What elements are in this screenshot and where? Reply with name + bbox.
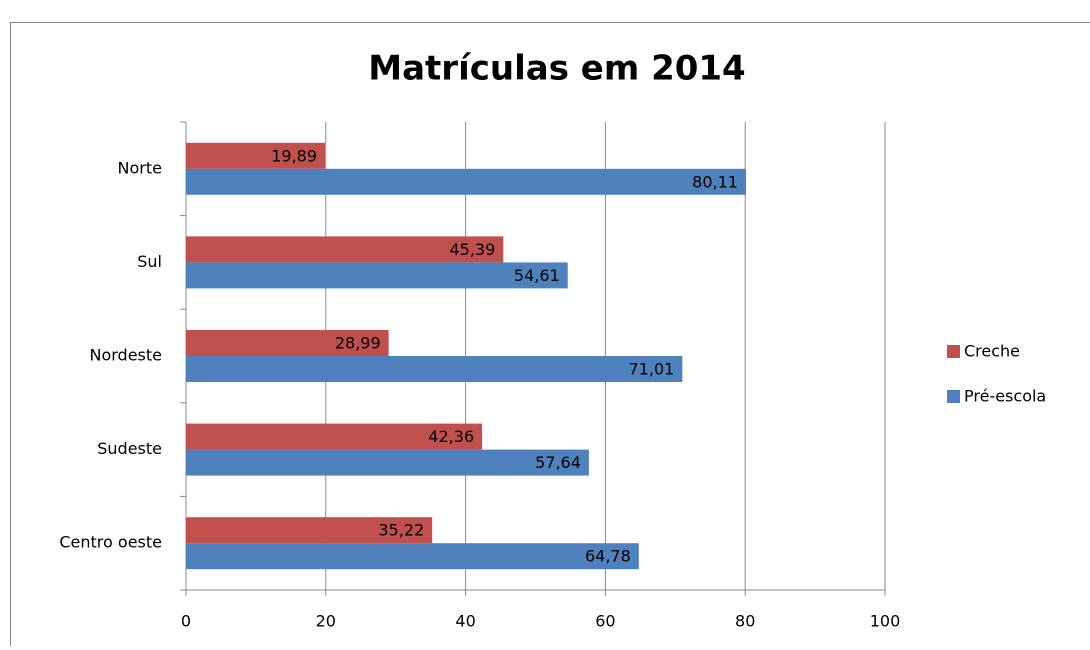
x-tick-label: 100 — [870, 612, 901, 631]
data-label: 42,36 — [428, 427, 474, 446]
data-label: 45,39 — [449, 240, 495, 259]
y-tick-label: Sul — [137, 252, 162, 271]
x-tick-label: 0 — [181, 612, 191, 631]
y-tick-label: Centro oeste — [59, 533, 162, 552]
y-tick-label: Norte — [118, 158, 162, 177]
data-label: 64,78 — [585, 547, 631, 566]
data-label: 19,89 — [271, 146, 317, 165]
x-tick-label: 60 — [595, 612, 615, 631]
legend-label: Pré-escola — [964, 387, 1046, 406]
bar — [186, 450, 589, 476]
y-tick-label: Sudeste — [97, 439, 162, 458]
data-label: 80,11 — [692, 172, 738, 191]
data-label: 54,61 — [514, 266, 560, 285]
chart-title: Matrículas em 2014 — [368, 49, 745, 89]
x-tick-label: 80 — [735, 612, 755, 631]
data-label: 35,22 — [378, 521, 424, 540]
data-label: 28,99 — [335, 334, 381, 353]
bar — [186, 356, 682, 382]
data-label: 57,64 — [535, 453, 581, 472]
legend-label: Creche — [964, 342, 1020, 361]
x-tick-label: 20 — [316, 612, 336, 631]
bar — [186, 169, 746, 195]
bar — [186, 262, 568, 288]
legend-swatch — [947, 345, 960, 358]
data-label: 71,01 — [629, 360, 675, 379]
x-tick-label: 40 — [455, 612, 475, 631]
legend-swatch — [947, 390, 960, 403]
y-tick-label: Nordeste — [89, 346, 162, 365]
bar — [186, 543, 639, 569]
